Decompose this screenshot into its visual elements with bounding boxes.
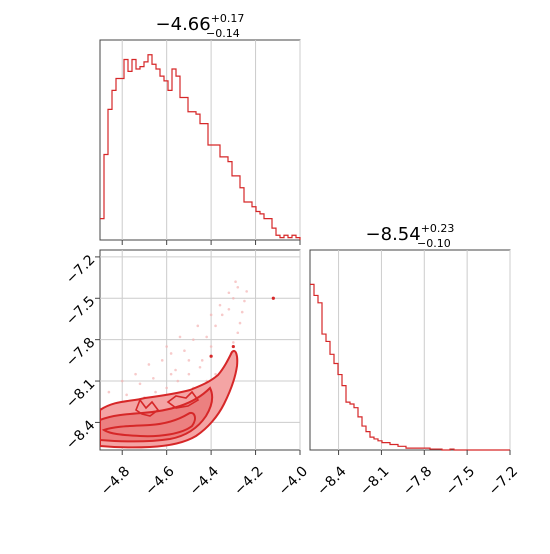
scatter-point bbox=[214, 324, 217, 328]
title-lower-error: −0.10 bbox=[417, 237, 451, 250]
x-tick-label: −8.1 bbox=[357, 463, 392, 498]
scatter-point bbox=[196, 324, 200, 328]
scatter-point bbox=[245, 290, 248, 293]
outlier-point bbox=[209, 354, 213, 358]
y-tick-label: −7.5 bbox=[63, 293, 98, 328]
scatter-point bbox=[220, 313, 224, 317]
x-tick-label: −8.4 bbox=[314, 463, 349, 498]
scatter-point bbox=[154, 390, 157, 394]
contour-inner bbox=[100, 386, 214, 443]
scatter-point bbox=[169, 372, 173, 376]
scatter-point bbox=[209, 345, 213, 348]
scatter-point bbox=[178, 335, 182, 339]
scatter-point bbox=[234, 280, 237, 284]
scatter-point bbox=[236, 285, 240, 289]
scatter-point bbox=[138, 382, 142, 386]
x-tick-label: −4.4 bbox=[187, 463, 222, 498]
scatter-panel-2d: −4.8 −4.6 −4.4 −4.2 −4.0 −7.2 −7.5 −7.8 −8.1 −8.4 bbox=[63, 249, 311, 499]
title-upper-error: +0.23 bbox=[421, 222, 455, 235]
histogram-line bbox=[310, 283, 510, 451]
scatter-point bbox=[227, 291, 231, 295]
x-tick-label: −7.5 bbox=[443, 463, 478, 498]
y-tick-label: −8.1 bbox=[63, 376, 98, 411]
scatter-point bbox=[209, 313, 213, 317]
histogram-panel-param2: −8.4 −8.1 −7.8 −7.5 −7.2 −8.54+0.23 −0.10 bbox=[309, 222, 521, 499]
scatter-point bbox=[134, 372, 137, 376]
scatter-point bbox=[243, 299, 246, 303]
scatter-point bbox=[125, 393, 128, 397]
x-tick-label: −4.6 bbox=[142, 463, 177, 498]
scatter-point bbox=[232, 296, 235, 300]
scatter-point bbox=[187, 359, 191, 362]
x-tick-label: −7.2 bbox=[486, 463, 521, 498]
panel-title: −8.54+0.23 bbox=[366, 222, 455, 245]
scatter-point bbox=[227, 308, 231, 311]
scatter-point bbox=[218, 303, 222, 307]
y-tick-label: −8.4 bbox=[63, 417, 98, 452]
x-tick-label: −4.2 bbox=[231, 463, 266, 498]
scatter-point bbox=[147, 363, 151, 366]
contour-core bbox=[101, 412, 196, 438]
scatter-point bbox=[205, 335, 208, 339]
scatter-point bbox=[183, 349, 186, 352]
panel-title: −4.66+0.17 bbox=[156, 12, 245, 35]
histogram-line bbox=[100, 54, 301, 240]
y-tick-label: −7.8 bbox=[63, 335, 98, 370]
x-tick-label: −4.0 bbox=[276, 463, 311, 498]
scatter-point bbox=[236, 331, 240, 335]
histogram-panel-param1: −4.66+0.17 −0.14 bbox=[99, 12, 301, 245]
scatter-point bbox=[200, 359, 204, 362]
scatter-point bbox=[174, 368, 177, 372]
scatter-point bbox=[120, 379, 124, 383]
axes-frame bbox=[309, 249, 511, 451]
outlier-points bbox=[209, 296, 275, 358]
x-tick-label: −7.8 bbox=[400, 463, 435, 498]
contour-island bbox=[135, 398, 160, 417]
title-upper-error: +0.17 bbox=[211, 12, 245, 25]
density-layer bbox=[100, 280, 248, 449]
scatter-point bbox=[165, 386, 168, 390]
grid-lines bbox=[338, 250, 511, 450]
scatter-point bbox=[238, 321, 242, 325]
title-value: −4.66 bbox=[156, 14, 211, 35]
scatter-point bbox=[232, 341, 235, 344]
outlier-point bbox=[231, 344, 235, 349]
x-tick-label: −4.8 bbox=[98, 463, 133, 498]
scatter-point bbox=[187, 372, 191, 376]
title-lower-error: −0.14 bbox=[206, 27, 240, 40]
scatter-point bbox=[152, 376, 155, 380]
scatter-point bbox=[176, 379, 180, 383]
scatter-point bbox=[169, 352, 173, 355]
y-tick-label: −7.2 bbox=[63, 252, 98, 287]
contour-island bbox=[166, 390, 200, 409]
scatter-point bbox=[192, 338, 195, 341]
scatter-point bbox=[214, 372, 217, 376]
scatter-point bbox=[240, 310, 244, 314]
scatter-point bbox=[198, 365, 202, 369]
outlier-point bbox=[271, 296, 275, 300]
x-ticks: −8.4 −8.1 −7.8 −7.5 −7.2 bbox=[314, 450, 521, 499]
scatter-point bbox=[160, 359, 164, 362]
axes-frame bbox=[99, 39, 301, 241]
x-ticks bbox=[121, 240, 301, 245]
scatter-point bbox=[107, 390, 111, 394]
scatter-point bbox=[165, 345, 168, 348]
title-value: −8.54 bbox=[366, 224, 421, 245]
